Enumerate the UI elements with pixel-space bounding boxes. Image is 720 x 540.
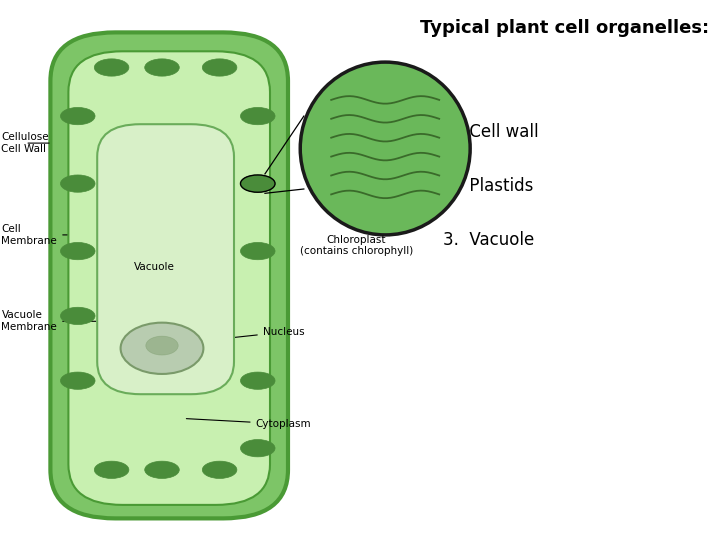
Ellipse shape [60, 242, 95, 260]
Ellipse shape [121, 322, 204, 374]
Text: Typical plant cell organelles:: Typical plant cell organelles: [420, 19, 709, 37]
Text: 3.  Vacuole: 3. Vacuole [443, 231, 534, 249]
Ellipse shape [145, 461, 179, 478]
FancyBboxPatch shape [68, 51, 270, 505]
Ellipse shape [240, 440, 275, 457]
Text: Vacuole
Membrane: Vacuole Membrane [1, 310, 96, 332]
Ellipse shape [60, 175, 95, 192]
Ellipse shape [300, 62, 470, 235]
Text: 1.  Cell wall: 1. Cell wall [443, 123, 539, 141]
Text: Cellulose
Cell Wall: Cellulose Cell Wall [1, 132, 49, 154]
Ellipse shape [202, 461, 237, 478]
Ellipse shape [240, 175, 275, 192]
FancyBboxPatch shape [50, 32, 288, 518]
Ellipse shape [60, 372, 95, 389]
Ellipse shape [94, 461, 129, 478]
Ellipse shape [240, 175, 275, 192]
Text: Chloroplast
(contains chlorophyll): Chloroplast (contains chlorophyll) [300, 235, 413, 256]
Ellipse shape [94, 59, 129, 76]
Ellipse shape [240, 242, 275, 260]
Text: 2.  Plastids: 2. Plastids [443, 177, 534, 195]
Ellipse shape [60, 307, 95, 325]
Ellipse shape [202, 59, 237, 76]
Text: Nucleus: Nucleus [186, 327, 305, 342]
Text: Vacuole: Vacuole [135, 262, 175, 272]
FancyBboxPatch shape [97, 124, 234, 394]
Ellipse shape [240, 107, 275, 125]
Ellipse shape [60, 107, 95, 125]
Ellipse shape [240, 372, 275, 389]
Text: Cytoplasm: Cytoplasm [186, 418, 311, 429]
Ellipse shape [145, 59, 179, 76]
Text: Cell
Membrane: Cell Membrane [1, 224, 67, 246]
Ellipse shape [145, 336, 179, 355]
